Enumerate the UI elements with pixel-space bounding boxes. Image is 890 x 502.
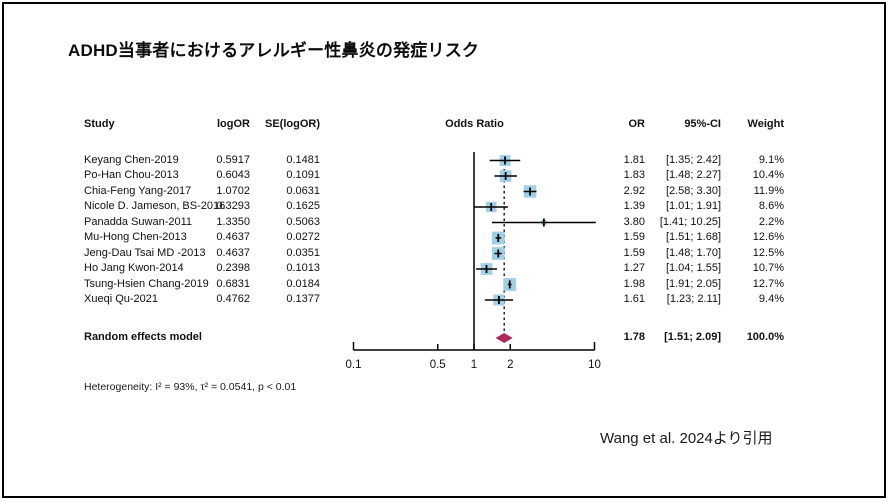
weight-value: 9.1% [758,153,784,166]
se-value: 0.0631 [286,184,320,197]
study-row: Mu-Hong Chen-2013 0.4637 0.0272 1.59 [1.51; … [0,231,890,246]
pooled-or-value: 1.78 [623,331,645,343]
axis-tick-label: 10 [588,359,601,371]
study-row: Xueqi Qu-2021 0.4762 0.1377 1.61 [1.23; 2.11… [0,293,890,308]
column-header-study: Study [84,118,115,130]
study-name: Jeng-Dau Tsai MD -2013 [84,246,206,259]
study-name: Mu-Hong Chen-2013 [84,231,187,243]
ci-value: [1.51; 1.68] [665,231,721,243]
column-header-odds-ratio: Odds Ratio [445,118,504,130]
axis-tick-label: 1 [471,359,477,371]
logor-value: 1.3350 [216,215,250,228]
se-value: 0.1013 [286,262,320,274]
weight-value: 10.7% [752,262,784,274]
ci-value: [1.91; 2.05] [665,277,721,290]
column-header-weight: Weight [747,118,784,130]
weight-value: 9.4% [758,293,784,305]
weight-value: 12.6% [752,231,784,243]
or-value: 3.80 [623,215,645,228]
column-header-or: OR [628,118,646,130]
or-value: 1.27 [623,262,645,274]
or-value: 1.98 [623,277,645,290]
logor-value: 0.3293 [216,200,250,212]
axis-tick-label: 2 [507,359,513,371]
se-value: 0.1625 [286,200,320,212]
ci-value: [2.58; 3.30] [665,184,721,197]
logor-value: 0.2398 [216,262,250,274]
study-name: Panadda Suwan-2011 [84,215,193,228]
or-value: 1.59 [623,231,645,243]
ci-value: [1.23; 2.11] [666,293,721,305]
column-header-se: SE(logOR) [265,118,320,130]
weight-value: 2.2% [758,215,784,228]
or-value: 1.59 [623,246,645,259]
logor-value: 1.0702 [216,184,250,197]
pooled-label: Random effects model [84,331,202,343]
logor-value: 0.6043 [216,169,250,181]
ci-value: [1.04; 1.55] [665,262,721,274]
logor-value: 0.4762 [216,293,250,305]
logor-value: 0.4637 [216,231,250,243]
axis-tick-label: 0.1 [346,359,362,371]
pooled-diamond [495,333,513,343]
pooled-row: Random effects model 1.78 [1.51; 2.09] 100.… [0,331,890,346]
or-value: 1.61 [623,293,645,305]
se-value: 0.5063 [286,215,320,228]
column-header-logor: logOR [217,118,250,130]
se-value: 0.1377 [286,293,320,305]
weight-value: 12.5% [752,246,784,259]
pooled-weight-value: 100.0% [746,331,784,343]
logor-value: 0.4637 [216,246,250,259]
ci-value: [1.01; 1.91] [665,200,721,212]
study-name: Keyang Chen-2019 [84,153,179,166]
or-value: 1.39 [623,200,645,212]
weight-value: 10.4% [752,169,784,181]
study-row: Keyang Chen-2019 0.5917 0.1481 1.81 [1.35; 2… [0,154,890,169]
study-name: Ho Jang Kwon-2014 [84,262,184,274]
se-value: 0.1091 [286,169,320,181]
study-row: Panadda Suwan-2011 1.3350 0.5063 3.80 [1.41;… [0,216,890,231]
column-header-ci: 95%-CI [684,118,721,130]
study-name: Po-Han Chou-2013 [84,169,179,181]
or-value: 1.83 [623,169,645,181]
heterogeneity-note: Heterogeneity: I² = 93%, τ² = 0.0541, p … [84,381,297,393]
study-name: Nicole D. Jameson, BS-2016 [84,200,226,212]
study-row: Jeng-Dau Tsai MD -2013 0.4637 0.0351 1.59 [1… [0,247,890,262]
page-title: ADHD当事者におけるアレルギー性鼻炎の発症リスク [68,41,480,60]
study-name: Xueqi Qu-2021 [84,293,158,305]
pooled-ci-value: [1.51; 2.09] [664,331,721,343]
study-row: Chia-Feng Yang-2017 1.0702 0.0631 2.92 [2.58… [0,185,890,200]
weight-value: 11.9% [753,184,784,197]
weight-value: 12.7% [752,277,784,290]
logor-value: 0.6831 [216,277,250,290]
ci-value: [1.48; 2.27] [665,169,721,181]
citation-text: Wang et al. 2024より引用 [600,430,773,447]
axis-tick-label: 0.5 [430,359,446,371]
weight-value: 8.6% [758,200,784,212]
ci-value: [1.41; 10.25] [659,215,721,228]
or-value: 1.81 [623,153,645,166]
logor-value: 0.5917 [216,153,250,166]
or-value: 2.92 [623,184,645,197]
study-row: Nicole D. Jameson, BS-2016 0.3293 0.1625 1.… [0,200,890,215]
study-name: Chia-Feng Yang-2017 [84,184,192,197]
se-value: 0.0184 [286,277,320,290]
se-value: 0.1481 [286,153,320,166]
ci-value: [1.48; 1.70] [665,246,721,259]
study-row: Po-Han Chou-2013 0.6043 0.1091 1.83 [1.48; 2… [0,169,890,184]
study-name: Tsung-Hsien Chang-2019 [84,277,209,290]
se-value: 0.0272 [286,231,320,243]
study-row: Ho Jang Kwon-2014 0.2398 0.1013 1.27 [1.04; … [0,262,890,277]
ci-value: [1.35; 2.42] [665,153,721,166]
study-row: Tsung-Hsien Chang-2019 0.6831 0.0184 1.98 [1… [0,278,890,293]
se-value: 0.0351 [286,246,320,259]
